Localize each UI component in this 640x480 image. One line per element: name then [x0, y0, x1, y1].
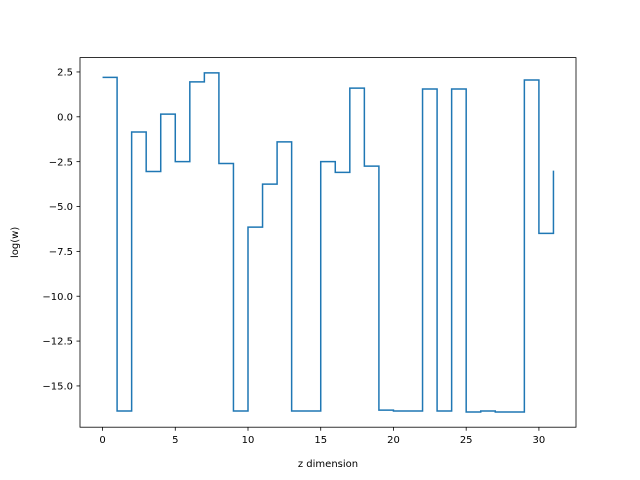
x-axis-ticks: 0 5 10 15 20 25 30 [99, 427, 545, 446]
x-tick-label: 0 [99, 435, 105, 446]
y-tick-label: 0.0 [57, 112, 73, 123]
y-tick-label: −5.0 [49, 202, 73, 213]
x-tick-label: 10 [242, 435, 255, 446]
x-axis-label: z dimension [298, 459, 358, 470]
y-tick-label: −12.5 [42, 337, 73, 348]
x-tick-label: 25 [460, 435, 473, 446]
x-tick-label: 20 [387, 435, 400, 446]
y-tick-label: −2.5 [49, 157, 73, 168]
y-tick-label: −15.0 [42, 382, 73, 393]
series-step-line [102, 72, 555, 413]
y-tick-label: −10.0 [42, 292, 73, 303]
x-tick-label: 5 [172, 435, 178, 446]
y-axis-label: log(w) [10, 227, 21, 258]
x-tick-label: 30 [533, 435, 546, 446]
plot-frame [79, 57, 577, 428]
y-axis-ticks: 2.5 0.0 −2.5 −5.0 −7.5 −10.0 −12.5 −15.0 [42, 68, 80, 393]
y-tick-label: 2.5 [57, 68, 73, 79]
y-tick-label: −7.5 [49, 247, 73, 258]
x-tick-label: 15 [314, 435, 327, 446]
